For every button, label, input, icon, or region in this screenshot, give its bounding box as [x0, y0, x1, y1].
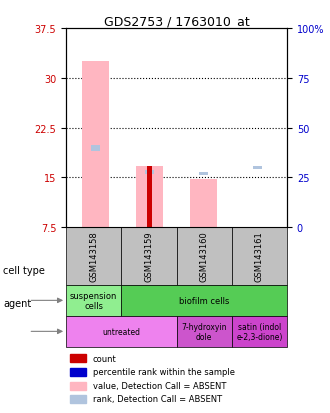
Text: satin (indol
e-2,3-dione): satin (indol e-2,3-dione)	[236, 322, 283, 341]
Bar	[145, 171, 154, 175]
Text: GSM143159: GSM143159	[145, 231, 153, 282]
Title: GDS2753 / 1763010_at: GDS2753 / 1763010_at	[104, 15, 249, 28]
Bar	[177, 228, 232, 285]
Text: value, Detection Call = ABSENT: value, Detection Call = ABSENT	[92, 381, 226, 390]
Bar	[190, 180, 217, 228]
Bar	[121, 285, 287, 316]
Text: suspension
cells: suspension cells	[70, 291, 117, 310]
Text: agent: agent	[3, 299, 32, 309]
Text: GSM143158: GSM143158	[89, 231, 98, 282]
Bar	[66, 316, 177, 347]
Bar	[199, 173, 208, 176]
Text: biofilm cells: biofilm cells	[179, 296, 229, 305]
Text: GSM143161: GSM143161	[255, 231, 264, 282]
Bar	[232, 316, 287, 347]
Bar	[91, 145, 100, 152]
Bar	[232, 228, 287, 285]
Bar	[121, 228, 177, 285]
Bar	[70, 368, 86, 376]
Text: untreated: untreated	[102, 327, 140, 336]
Text: count: count	[92, 354, 116, 363]
Text: GSM143160: GSM143160	[200, 231, 209, 282]
Bar	[66, 228, 121, 285]
Text: percentile rank within the sample: percentile rank within the sample	[92, 367, 235, 376]
Text: cell type: cell type	[3, 266, 45, 275]
Bar	[147, 167, 152, 228]
Bar	[70, 382, 86, 390]
Bar	[136, 167, 163, 228]
Bar	[66, 285, 121, 316]
Bar	[70, 354, 86, 363]
Bar	[70, 395, 86, 404]
Text: rank, Detection Call = ABSENT: rank, Detection Call = ABSENT	[92, 394, 222, 404]
Bar	[253, 167, 262, 170]
Text: 7-hydroxyin
dole: 7-hydroxyin dole	[182, 322, 227, 341]
Bar	[82, 62, 109, 228]
Bar	[177, 316, 232, 347]
